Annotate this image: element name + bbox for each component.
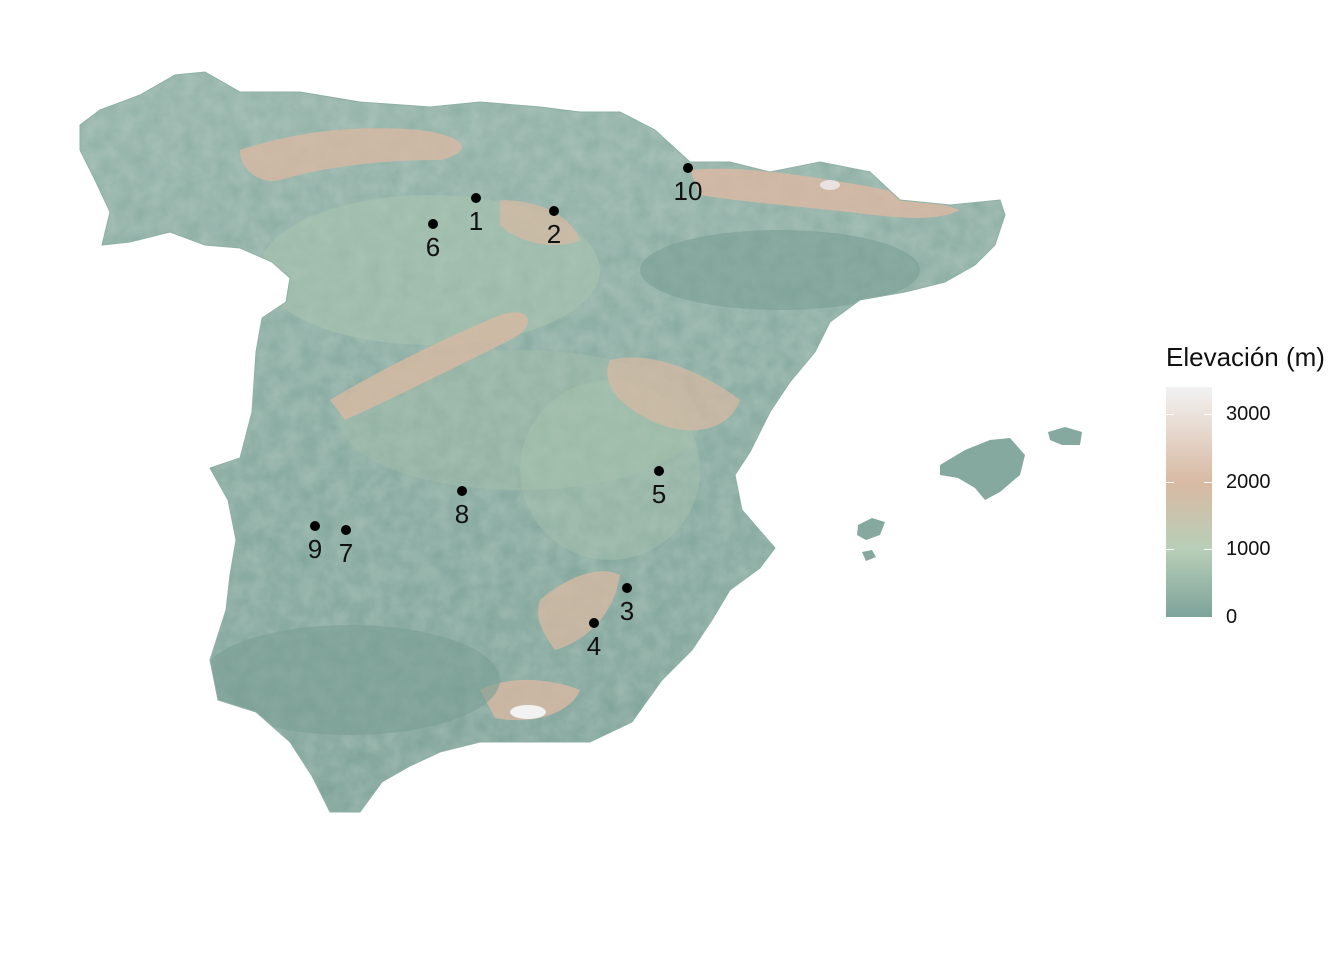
- legend-title: Elevación (m): [1166, 342, 1325, 372]
- site-label-10: 10: [674, 176, 703, 206]
- site-marker-9: 9: [308, 521, 322, 564]
- site-label-1: 1: [469, 206, 483, 236]
- formentera: [862, 550, 876, 561]
- sierra-nevada-peak: [510, 705, 546, 719]
- legend-tick-label: 0: [1226, 606, 1238, 628]
- mainland-outline: [79, 71, 1006, 813]
- site-marker-10: 10: [674, 163, 703, 206]
- legend-tick-mark: [1166, 414, 1174, 415]
- legend-tick-mark: [1204, 549, 1212, 550]
- site-label-7: 7: [339, 538, 353, 568]
- site-label-4: 4: [587, 631, 601, 661]
- legend-tick-label: 1000: [1226, 538, 1271, 561]
- pyrenees: [690, 168, 960, 218]
- site-label-2: 2: [547, 219, 561, 249]
- site-label-9: 9: [308, 534, 322, 564]
- legend-tick-label: 3000: [1226, 403, 1271, 426]
- site-label-8: 8: [455, 499, 469, 529]
- legend-tick-mark: [1204, 617, 1212, 618]
- site-marker-2: 2: [547, 206, 561, 249]
- mallorca: [940, 438, 1025, 500]
- legend-tick-mark: [1166, 617, 1174, 618]
- site-markers: 1 2 3 4 5 6 7 8: [308, 163, 703, 661]
- ibiza: [857, 518, 885, 540]
- site-label-5: 5: [652, 479, 666, 509]
- legend-tick-mark: [1166, 482, 1174, 483]
- legend-tick-mark: [1204, 414, 1212, 415]
- site-label-3: 3: [620, 596, 634, 626]
- legend-tick-mark: [1166, 549, 1174, 550]
- menorca: [1048, 427, 1082, 445]
- site-label-6: 6: [426, 232, 440, 262]
- site-marker-4: 4: [587, 618, 601, 661]
- ebro-valley: [640, 230, 920, 310]
- site-marker-6: 6: [426, 219, 440, 262]
- pyrenees-peak: [820, 180, 840, 190]
- legend-colorbar: [1166, 387, 1212, 617]
- meseta-east: [520, 380, 700, 560]
- site-marker-7: 7: [339, 525, 353, 568]
- betic-range: [538, 571, 620, 650]
- site-marker-1: 1: [469, 193, 483, 236]
- iberian-north: [500, 200, 580, 245]
- site-marker-5: 5: [652, 466, 666, 509]
- cantabrian-range: [240, 128, 462, 181]
- site-marker-8: 8: [455, 486, 469, 529]
- balearic-islands: [857, 427, 1082, 561]
- sistema-central: [330, 312, 529, 420]
- legend-tick-label: 2000: [1226, 470, 1271, 493]
- legend-tick-mark: [1204, 482, 1212, 483]
- site-marker-3: 3: [620, 583, 634, 626]
- guadalquivir-valley: [200, 625, 500, 735]
- iberian-system: [607, 357, 740, 431]
- sierra-nevada: [480, 679, 580, 721]
